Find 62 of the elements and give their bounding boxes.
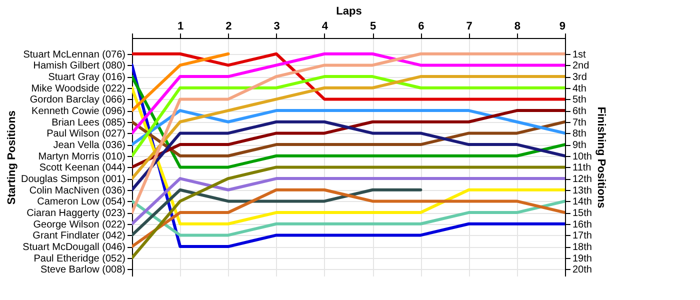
line-series (132, 109, 565, 169)
x-axis-title: Laps (336, 6, 362, 18)
text: Scott Keenan (044) (39, 162, 126, 174)
y2-tick-label: 12th (572, 174, 592, 186)
y2-tick-label: 19th (572, 253, 592, 264)
x-tick-label: 9 (559, 20, 566, 32)
line-series (132, 188, 565, 248)
x-tick-label: 4 (322, 20, 329, 32)
line-series (132, 166, 565, 260)
y2-tick-label: 8th (572, 128, 586, 140)
y2-tick-label: 5th (572, 94, 586, 106)
text: Kenneth Cowie (096) (32, 106, 126, 118)
x-tick-label: 2 (226, 20, 232, 32)
y2-tick-label: 18th (572, 242, 592, 254)
y2-tick-label: 15th (572, 208, 592, 220)
x-tick-label: 6 (418, 20, 424, 32)
y2-tick-label: 4th (572, 83, 586, 94)
y2-tick-label: 13th (572, 185, 592, 196)
text: Colin MacNiven (036) (29, 185, 126, 196)
text: Jean Vella (036) (53, 140, 126, 152)
text: Cameron Low (054) (37, 196, 126, 208)
text: Starting Positions (6, 110, 18, 205)
text: Stuart Gray (016) (48, 72, 126, 84)
x-tick-label: 7 (466, 20, 472, 32)
y2-tick-label: 2nd (572, 60, 590, 72)
x-tick-label: 1 (178, 20, 184, 32)
line-series (132, 200, 565, 237)
y2-tick-label: 9th (572, 140, 586, 152)
x-tick-label: 8 (514, 20, 520, 32)
line-series (132, 120, 565, 192)
text: Steve Barlow (008) (40, 264, 126, 276)
text: Hamish Gilbert (080) (33, 60, 126, 72)
text: Brian Lees (085) (52, 117, 126, 128)
line-series (132, 52, 565, 135)
y2-tick-label: 3rd (572, 72, 587, 84)
y2-tick-label: 16th (572, 219, 592, 230)
line-series (132, 86, 565, 226)
text: Paul Wilson (027) (46, 128, 126, 140)
text: Martyn Morris (010) (38, 151, 126, 162)
text: Grant Findlater (042) (32, 230, 126, 242)
line-series (132, 120, 565, 158)
text: George Wilson (022) (33, 219, 126, 230)
text: Stuart McDougall (046) (22, 242, 126, 254)
text: Ciaran Haggerty (023) (26, 208, 126, 220)
y2-tick-label: 6th (572, 106, 586, 118)
text: Stuart McLennan (076) (23, 49, 126, 60)
text: Paul Etheridge (052) (34, 253, 126, 264)
text: Mike Woodside (022) (31, 83, 126, 94)
y2-axis-title: Finishing Positions (594, 106, 607, 208)
text: Douglas Simpson (001) (21, 174, 126, 186)
y2-tick-label: 14th (572, 196, 592, 208)
x-tick-label: 3 (274, 20, 280, 32)
y2-tick-label: 7th (572, 117, 586, 128)
line-series (132, 109, 565, 146)
line-series (132, 52, 565, 214)
text: Gordon Barclay (066) (30, 94, 126, 106)
y2-tick-label: 17th (572, 230, 592, 242)
y2-tick-label: 20th (572, 264, 592, 276)
y2-tick-label: 11th (572, 162, 592, 174)
y2-tick-label: 10th (572, 151, 592, 162)
x-tick-label: 5 (370, 20, 376, 32)
y2-tick-label: 1st (572, 49, 586, 60)
